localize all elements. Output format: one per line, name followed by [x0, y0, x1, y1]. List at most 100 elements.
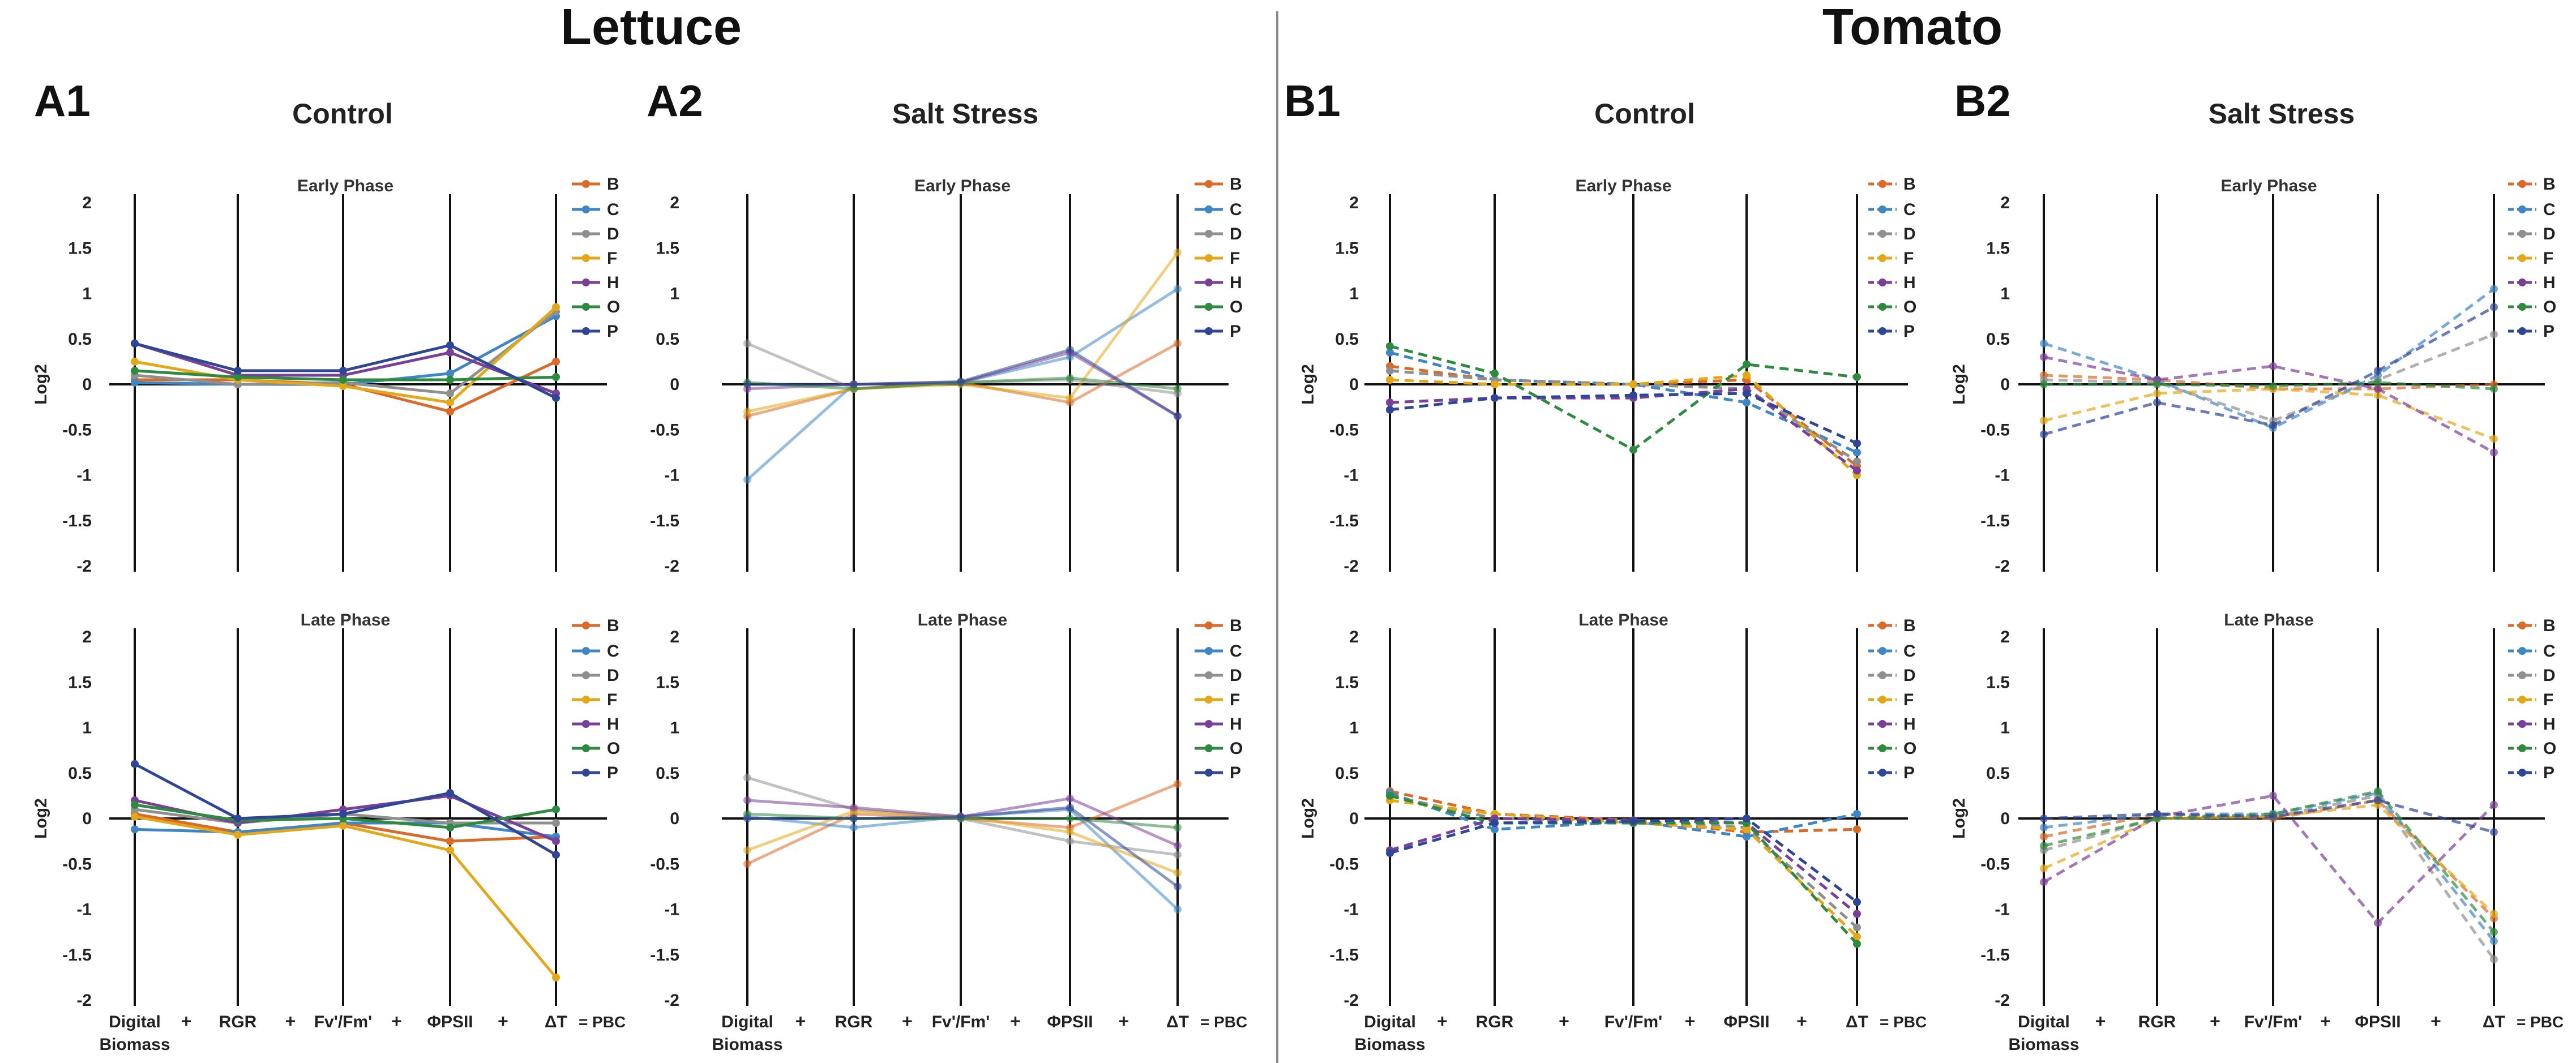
data-point-H — [743, 796, 751, 804]
data-point-P — [1491, 819, 1499, 828]
x-axis-label: Fv'/Fm' — [314, 1013, 373, 1031]
legend-marker-P — [1205, 769, 1213, 777]
data-point-F — [1743, 825, 1751, 834]
plus-symbol: + — [2210, 1011, 2220, 1031]
data-point-D — [1853, 923, 1861, 932]
legend-marker-P — [1205, 327, 1213, 335]
legend-label-C: C — [607, 642, 619, 661]
data-point-O — [2040, 842, 2048, 850]
y-tick-label: 2 — [2000, 628, 2010, 646]
legend-label-H: H — [607, 715, 619, 734]
data-point-B — [1853, 825, 1861, 834]
legend-marker-F — [2518, 696, 2526, 704]
legend-label-D: D — [607, 225, 619, 243]
legend-marker-B — [2518, 621, 2526, 629]
x-axis-label: Biomass — [712, 1035, 782, 1054]
y-tick-label: -0.5 — [62, 421, 92, 439]
legend-label-B: B — [2543, 175, 2556, 194]
data-point-H — [2374, 919, 2382, 927]
legend-marker-C — [1878, 205, 1886, 213]
data-point-P — [1174, 882, 1182, 891]
data-point-F — [2490, 910, 2498, 918]
data-point-O — [131, 366, 139, 375]
y-tick-label: -1 — [1995, 466, 2010, 485]
legend-marker-H — [582, 278, 590, 286]
y-axis-label: Log2 — [1299, 364, 1317, 405]
data-point-F — [1386, 375, 1394, 384]
data-point-P — [1386, 405, 1394, 414]
data-point-F — [339, 821, 347, 830]
legend-marker-P — [2518, 327, 2526, 335]
data-point-D — [552, 819, 560, 828]
subplot-B1-early: Early Phase 2 1.5 1 0.5 0 -0.5 -1 -1.5 -2 Log2 BCDF… — [1299, 175, 1916, 576]
data-point-P — [2374, 366, 2382, 375]
legend-label-F: F — [1903, 249, 1914, 268]
legend-marker-C — [582, 647, 590, 655]
legend-marker-D — [582, 671, 590, 679]
legend-label-B: B — [1230, 175, 1242, 194]
legend-label-F: F — [2543, 249, 2553, 268]
data-point-F — [131, 357, 139, 366]
legend-label-P: P — [2543, 322, 2554, 341]
legend-label-H: H — [2543, 715, 2556, 734]
data-point-H — [850, 803, 858, 812]
x-axis-label: ΔT — [1166, 1013, 1189, 1031]
x-axis-label: Digital — [109, 1013, 161, 1031]
data-point-P — [1386, 848, 1394, 857]
legend-label-P: P — [1230, 322, 1241, 341]
data-point-O — [1743, 360, 1751, 368]
data-point-P — [1853, 439, 1861, 448]
data-point-P — [552, 851, 560, 859]
subplot-title: Early Phase — [297, 177, 393, 195]
y-tick-label: -1 — [1995, 901, 2010, 919]
legend-marker-O — [1878, 744, 1886, 752]
data-point-H — [2040, 878, 2048, 886]
y-tick-label: 1 — [82, 285, 92, 303]
plus-symbol: + — [1796, 1011, 1807, 1031]
legend-marker-P — [2518, 769, 2526, 777]
data-point-P — [1853, 898, 1861, 906]
y-tick-label: 2 — [82, 194, 92, 212]
y-tick-label: -0.5 — [1329, 855, 1359, 873]
legend-marker-O — [1205, 744, 1213, 752]
plus-symbol: + — [2095, 1011, 2106, 1031]
pbc-label: = PBC — [579, 1013, 626, 1031]
legend-marker-O — [2518, 303, 2526, 311]
y-tick-label: 1.5 — [1335, 673, 1359, 692]
data-point-P — [957, 378, 965, 386]
data-point-F — [1174, 869, 1182, 877]
y-tick-label: -1.5 — [1329, 946, 1359, 965]
data-point-C — [850, 824, 858, 832]
legend-marker-O — [2518, 744, 2526, 752]
legend-label-H: H — [1230, 273, 1242, 292]
plus-symbol: + — [1010, 1011, 1021, 1031]
data-point-H — [1853, 910, 1861, 918]
data-point-H — [1853, 466, 1861, 475]
data-point-F — [2490, 435, 2498, 443]
data-point-P — [2374, 796, 2382, 804]
legend-label-P: P — [607, 764, 618, 782]
y-tick-label: -0.5 — [1329, 421, 1359, 439]
data-point-O — [1174, 385, 1182, 393]
legend-marker-P — [582, 769, 590, 777]
subplot-title: Early Phase — [1575, 177, 1671, 195]
legend-label-F: F — [1230, 249, 1240, 268]
y-tick-label: 1.5 — [68, 673, 92, 692]
data-point-B — [446, 408, 454, 416]
data-point-O — [2374, 787, 2382, 795]
y-tick-label: 2 — [670, 628, 679, 646]
plus-symbol: + — [1685, 1011, 1696, 1031]
data-point-F — [743, 846, 751, 855]
data-point-D — [2490, 330, 2498, 338]
data-point-C — [446, 369, 454, 378]
x-axis-label: ΔT — [545, 1013, 567, 1031]
data-point-P — [1743, 389, 1751, 398]
legend-label-D: D — [1230, 225, 1242, 243]
data-point-P — [2153, 398, 2161, 407]
series-line-C — [1389, 351, 1858, 454]
data-point-D — [743, 339, 751, 348]
y-axis-label: Log2 — [32, 364, 50, 405]
legend-label-O: O — [607, 298, 620, 316]
y-tick-label: 0.5 — [656, 330, 679, 349]
data-point-F — [1629, 380, 1637, 388]
